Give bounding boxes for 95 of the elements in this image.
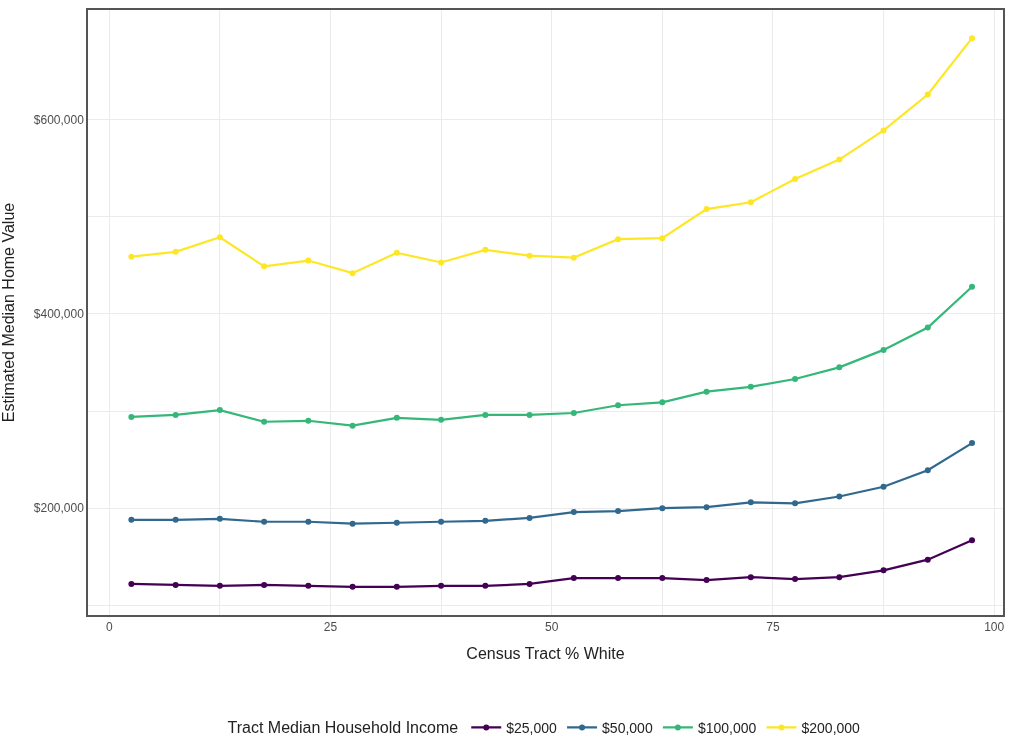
point xyxy=(570,410,577,417)
point xyxy=(349,583,356,590)
x-tick-label: 100 xyxy=(984,620,1005,635)
point xyxy=(128,516,135,523)
point xyxy=(570,575,577,582)
point xyxy=(438,259,445,266)
legend-label: $25,000 xyxy=(506,719,558,736)
point xyxy=(393,249,400,256)
point xyxy=(526,580,533,587)
point xyxy=(261,518,268,525)
point xyxy=(482,517,489,524)
point xyxy=(924,324,931,331)
point xyxy=(659,505,666,512)
point xyxy=(924,556,931,563)
point xyxy=(969,283,976,290)
point xyxy=(482,246,489,253)
point xyxy=(393,414,400,421)
point xyxy=(615,402,622,409)
point xyxy=(216,234,223,241)
x-tick-label: 0 xyxy=(105,620,113,635)
point xyxy=(438,518,445,525)
x-tick-label: 50 xyxy=(545,620,559,635)
point xyxy=(570,254,577,261)
point xyxy=(172,248,179,255)
point xyxy=(747,574,754,581)
x-tick-label: 25 xyxy=(323,620,338,635)
point xyxy=(261,263,268,270)
point xyxy=(703,206,710,213)
point xyxy=(747,499,754,506)
point xyxy=(880,127,887,134)
point xyxy=(526,252,533,259)
point xyxy=(393,583,400,590)
point xyxy=(836,156,843,163)
point xyxy=(615,575,622,582)
point xyxy=(659,399,666,406)
legend-title: Tract Median Household Income xyxy=(227,718,459,736)
x-tick-label: 75 xyxy=(766,620,780,635)
legend-label: $100,000 xyxy=(697,719,757,736)
point xyxy=(438,416,445,423)
point xyxy=(703,504,710,511)
point xyxy=(305,417,312,424)
point xyxy=(792,576,799,583)
point xyxy=(836,493,843,500)
legend-label: $50,000 xyxy=(602,719,653,736)
point xyxy=(305,257,312,264)
point xyxy=(924,467,931,474)
point xyxy=(128,580,135,587)
point xyxy=(615,508,622,515)
point xyxy=(216,407,223,414)
point xyxy=(349,422,356,429)
point xyxy=(349,520,356,527)
point xyxy=(172,516,179,523)
point xyxy=(836,574,843,581)
y-tick-label: $600,000 xyxy=(33,112,85,127)
y-tick-label: $200,000 xyxy=(33,501,85,516)
point xyxy=(570,509,577,516)
point xyxy=(349,270,356,277)
point xyxy=(526,514,533,521)
point xyxy=(924,91,931,98)
point xyxy=(526,411,533,418)
point xyxy=(172,581,179,588)
point xyxy=(438,582,445,589)
y-axis-title: Estimated Median Home Value xyxy=(0,202,18,423)
point xyxy=(393,519,400,526)
point xyxy=(792,376,799,383)
point xyxy=(659,235,666,242)
legend-label: $200,000 xyxy=(801,719,861,736)
point xyxy=(880,346,887,353)
point xyxy=(792,500,799,507)
point xyxy=(659,575,666,582)
point xyxy=(880,483,887,490)
point xyxy=(172,411,179,418)
point xyxy=(261,418,268,425)
point xyxy=(482,582,489,589)
point xyxy=(128,253,135,260)
point xyxy=(615,236,622,243)
point xyxy=(836,364,843,371)
point xyxy=(216,582,223,589)
point xyxy=(969,537,976,544)
point xyxy=(703,388,710,395)
point xyxy=(969,440,976,447)
point xyxy=(482,411,489,418)
point xyxy=(792,175,799,182)
point xyxy=(305,582,312,589)
point xyxy=(305,518,312,525)
point xyxy=(216,515,223,522)
point xyxy=(747,383,754,390)
point xyxy=(128,413,135,420)
point xyxy=(880,567,887,574)
point xyxy=(969,35,976,42)
point xyxy=(703,577,710,584)
y-tick-label: $400,000 xyxy=(33,307,85,322)
point xyxy=(261,581,268,588)
x-axis-title: Census Tract % White xyxy=(466,645,625,663)
point xyxy=(747,199,754,206)
